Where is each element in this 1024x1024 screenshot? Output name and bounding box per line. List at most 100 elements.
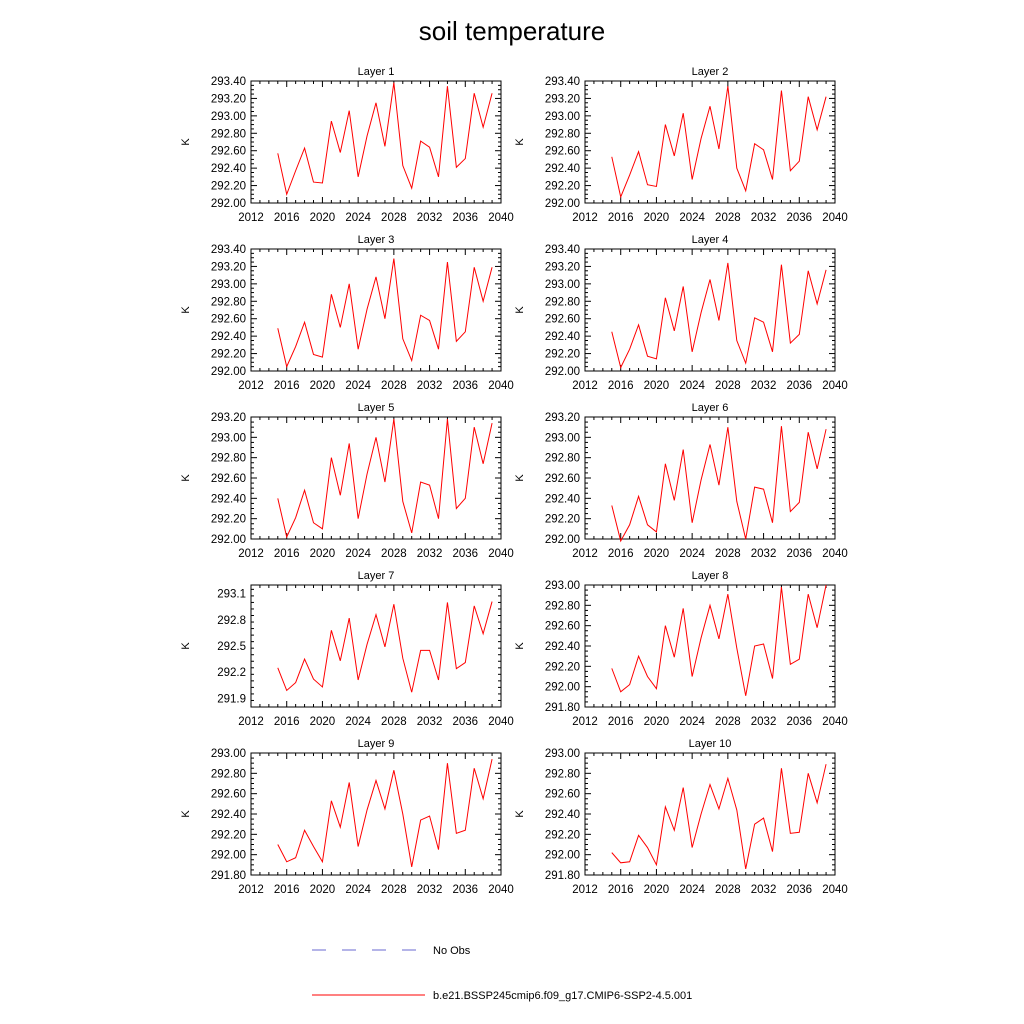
panel-title: Layer 3 bbox=[358, 234, 395, 246]
y-tick-label: 293.20 bbox=[545, 93, 580, 105]
y-tick-label: 293.00 bbox=[545, 580, 580, 592]
series-line bbox=[611, 764, 827, 869]
y-tick-label: 293.00 bbox=[211, 111, 246, 123]
x-tick-label: 2032 bbox=[751, 380, 777, 392]
x-tick-label: 2032 bbox=[751, 716, 777, 728]
x-tick-label: 2024 bbox=[679, 884, 705, 896]
y-tick-label: 292.80 bbox=[545, 296, 580, 308]
x-tick-label: 2012 bbox=[572, 548, 598, 560]
x-tick-label: 2028 bbox=[381, 212, 407, 224]
x-tick-label: 2012 bbox=[238, 548, 264, 560]
y-tick-label: 292.00 bbox=[211, 366, 246, 378]
y-tick-label: 291.80 bbox=[545, 702, 580, 714]
x-tick-label: 2040 bbox=[822, 548, 848, 560]
y-tick-label: 292.40 bbox=[211, 163, 246, 175]
y-tick-label: 292.60 bbox=[211, 789, 246, 801]
x-tick-label: 2036 bbox=[452, 884, 478, 896]
y-tick-label: 293.20 bbox=[545, 261, 580, 273]
y-tick-label: 292.5 bbox=[217, 641, 246, 653]
x-tick-label: 2028 bbox=[715, 548, 741, 560]
plot-frame bbox=[584, 80, 836, 204]
x-tick-label: 2036 bbox=[452, 716, 478, 728]
y-tick-label: 292.80 bbox=[545, 768, 580, 780]
y-tick-label: 292.20 bbox=[545, 349, 580, 361]
x-tick-label: 2012 bbox=[238, 380, 264, 392]
y-axis-label: K bbox=[180, 474, 192, 482]
y-tick-label: 292.2 bbox=[217, 667, 246, 679]
x-tick-label: 2024 bbox=[679, 380, 705, 392]
x-tick-label: 2020 bbox=[644, 716, 670, 728]
y-tick-label: 292.00 bbox=[545, 682, 580, 694]
x-tick-label: 2024 bbox=[345, 380, 371, 392]
x-tick-label: 2040 bbox=[822, 380, 848, 392]
plot-frame bbox=[250, 752, 502, 876]
y-tick-label: 292.20 bbox=[211, 181, 246, 193]
y-tick-label: 292.00 bbox=[545, 534, 580, 546]
x-tick-label: 2012 bbox=[572, 716, 598, 728]
x-tick-label: 2020 bbox=[644, 884, 670, 896]
x-tick-label: 2016 bbox=[274, 884, 300, 896]
y-tick-label: 293.20 bbox=[211, 261, 246, 273]
x-tick-label: 2036 bbox=[786, 212, 812, 224]
x-tick-label: 2016 bbox=[608, 884, 634, 896]
x-tick-label: 2032 bbox=[417, 212, 443, 224]
series-line bbox=[277, 258, 493, 369]
x-tick-label: 2020 bbox=[644, 548, 670, 560]
x-tick-label: 2012 bbox=[238, 884, 264, 896]
y-tick-label: 292.80 bbox=[211, 768, 246, 780]
y-tick-label: 292.60 bbox=[545, 789, 580, 801]
y-tick-label: 292.40 bbox=[545, 809, 580, 821]
x-tick-label: 2016 bbox=[274, 380, 300, 392]
panel-title: Layer 4 bbox=[692, 234, 729, 246]
panels-grid: Layer 1 2012 2016 2020 2024 2028 2032 2036 2040 2… bbox=[180, 66, 848, 896]
y-tick-label: 293.00 bbox=[545, 111, 580, 123]
series-line bbox=[611, 426, 827, 543]
y-axis-label: K bbox=[180, 138, 192, 146]
panel-layer-9: Layer 9 2012 2016 2020 2024 2028 2032 2036 2040 2… bbox=[180, 738, 514, 896]
series-line bbox=[611, 262, 827, 369]
plot-frame bbox=[584, 752, 836, 876]
x-tick-label: 2016 bbox=[274, 548, 300, 560]
y-axis-label: K bbox=[514, 138, 526, 146]
x-tick-label: 2016 bbox=[608, 548, 634, 560]
x-tick-label: 2036 bbox=[786, 380, 812, 392]
panel-layer-4: Layer 4 2012 2016 2020 2024 2028 2032 2036 2040 2… bbox=[514, 234, 848, 392]
legend-entry: b.e21.BSSP245cmip6.f09_g17.CMIP6-SSP2-4.… bbox=[312, 990, 692, 1002]
legend-entry: No Obs bbox=[312, 945, 471, 957]
x-tick-label: 2032 bbox=[417, 716, 443, 728]
y-tick-label: 292.40 bbox=[545, 641, 580, 653]
y-tick-label: 293.20 bbox=[545, 412, 580, 424]
x-tick-label: 2032 bbox=[417, 548, 443, 560]
x-tick-label: 2024 bbox=[345, 716, 371, 728]
y-tick-label: 292.80 bbox=[211, 296, 246, 308]
x-tick-label: 2036 bbox=[786, 548, 812, 560]
panel-layer-7: Layer 7 2012 2016 2020 2024 2028 2032 2036 2040 2… bbox=[180, 570, 514, 728]
y-tick-label: 293.40 bbox=[211, 76, 246, 88]
panel-layer-3: Layer 3 2012 2016 2020 2024 2028 2032 2036 2040 2… bbox=[180, 234, 514, 392]
x-tick-label: 2040 bbox=[488, 212, 514, 224]
y-tick-label: 292.60 bbox=[211, 146, 246, 158]
y-tick-label: 292.8 bbox=[217, 615, 246, 627]
y-tick-label: 292.20 bbox=[211, 829, 246, 841]
x-tick-label: 2028 bbox=[715, 884, 741, 896]
x-tick-label: 2024 bbox=[679, 716, 705, 728]
x-tick-label: 2036 bbox=[786, 884, 812, 896]
legend: No Obs b.e21.BSSP245cmip6.f09_g17.CMIP6-S… bbox=[312, 945, 692, 1002]
panel-title: Layer 7 bbox=[358, 570, 395, 582]
figure-title: soil temperature bbox=[419, 16, 605, 46]
series-line bbox=[277, 601, 493, 693]
y-tick-label: 292.20 bbox=[545, 514, 580, 526]
series-line bbox=[611, 584, 827, 696]
x-tick-label: 2032 bbox=[417, 884, 443, 896]
plot-frame bbox=[584, 248, 836, 372]
y-tick-label: 292.60 bbox=[545, 473, 580, 485]
y-tick-label: 293.40 bbox=[545, 244, 580, 256]
y-tick-label: 293.20 bbox=[211, 93, 246, 105]
series-line bbox=[277, 758, 493, 867]
x-tick-label: 2040 bbox=[822, 716, 848, 728]
x-tick-label: 2024 bbox=[345, 212, 371, 224]
x-tick-label: 2028 bbox=[381, 380, 407, 392]
y-tick-label: 292.60 bbox=[211, 314, 246, 326]
x-tick-label: 2032 bbox=[751, 884, 777, 896]
